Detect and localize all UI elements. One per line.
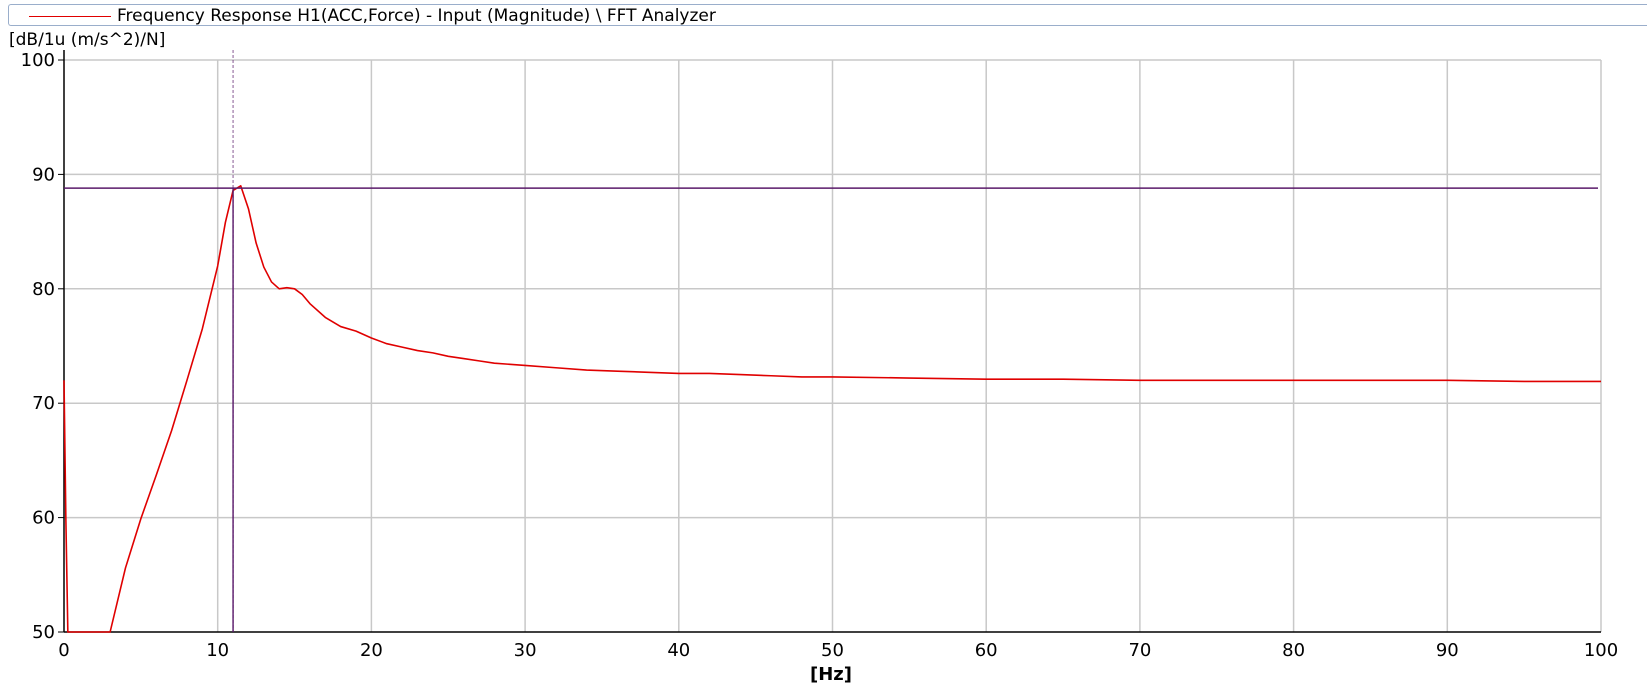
series-group xyxy=(63,185,1601,633)
x-tick-label: 50 xyxy=(821,640,844,661)
x-tick-label: 90 xyxy=(1436,640,1459,661)
cursor-group xyxy=(64,50,1598,632)
legend-label: Frequency Response H1(ACC,Force) - Input… xyxy=(117,6,716,26)
legend-swatch xyxy=(29,16,111,17)
x-tick-label: 30 xyxy=(514,640,537,661)
tick-labels: 0 10 20 30 40 50 60 70 80 90 100 50 60 70 80 90 100 xyxy=(21,50,1619,661)
y-tick-label: 90 xyxy=(32,164,55,185)
y-tick-label: 50 xyxy=(32,622,55,643)
y-axis-unit-label: [dB/1u (m/s^2)/N] xyxy=(9,30,166,50)
series-line-0 xyxy=(63,185,1601,633)
x-tick-label: 10 xyxy=(206,640,229,661)
legend: Frequency Response H1(ACC,Force) - Input… xyxy=(8,4,1647,26)
x-tick-label: 60 xyxy=(975,640,998,661)
y-tick-label: 70 xyxy=(32,393,55,414)
x-tick-label: 70 xyxy=(1128,640,1151,661)
x-tick-label: 80 xyxy=(1282,640,1305,661)
x-tick-label: 100 xyxy=(1584,640,1618,661)
y-tick-label: 80 xyxy=(32,279,55,300)
y-tick-label: 100 xyxy=(21,50,55,71)
x-axis-label: [Hz] xyxy=(810,664,852,685)
grid xyxy=(64,59,1602,632)
x-tick-label: 40 xyxy=(667,640,690,661)
axes xyxy=(58,50,1601,633)
y-tick-label: 60 xyxy=(32,508,55,529)
x-tick-label: 0 xyxy=(58,640,69,661)
x-tick-label: 20 xyxy=(360,640,383,661)
